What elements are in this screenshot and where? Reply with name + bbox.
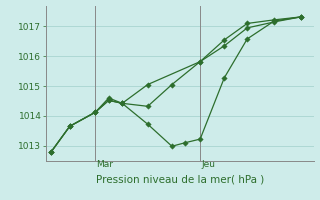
Text: Jeu: Jeu — [202, 160, 215, 169]
X-axis label: Pression niveau de la mer( hPa ): Pression niveau de la mer( hPa ) — [96, 174, 264, 184]
Text: Mar: Mar — [97, 160, 114, 169]
